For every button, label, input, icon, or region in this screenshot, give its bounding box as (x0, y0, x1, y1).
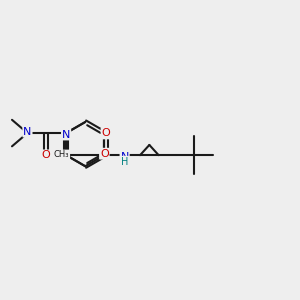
Text: H: H (121, 157, 128, 166)
Text: N: N (23, 127, 32, 136)
Text: O: O (42, 150, 51, 161)
Text: CH₃: CH₃ (54, 150, 69, 159)
Text: N: N (120, 152, 129, 162)
Text: O: O (101, 128, 110, 138)
Text: O: O (100, 149, 109, 159)
Text: N: N (62, 130, 70, 140)
